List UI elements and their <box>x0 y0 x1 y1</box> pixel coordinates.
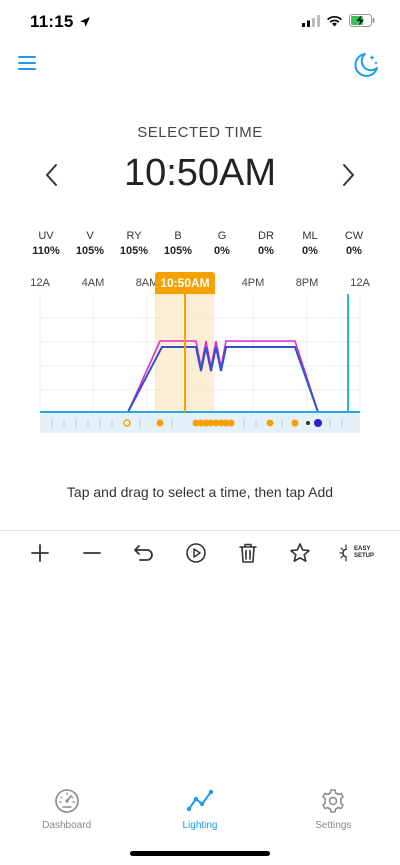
channel-ry: RY 105% <box>112 230 156 257</box>
schedule-point[interactable] <box>217 419 225 427</box>
channel-values: UV 110% V 105% RY 105% B 105% G 0% DR 0% ML 0% CW 0% <box>24 230 376 257</box>
selected-time-badge[interactable]: 10:50AM <box>155 272 215 294</box>
selected-time-label: SELECTED TIME <box>137 124 263 141</box>
channel-value: 105% <box>163 245 193 257</box>
schedule-point[interactable] <box>207 419 215 427</box>
easy-setup-button[interactable]: EASY SETUP <box>336 538 376 568</box>
schedule-point[interactable] <box>291 419 299 427</box>
tab-settings-label: Settings <box>315 820 352 831</box>
delete-button[interactable] <box>232 538 264 568</box>
channel-value: 0% <box>258 245 274 257</box>
channel-v: V 105% <box>68 230 112 257</box>
selected-time-value: 10:50AM <box>123 152 277 194</box>
channel-value: 0% <box>302 245 318 257</box>
chevron-right-icon <box>343 164 354 186</box>
channel-name: ML <box>302 230 318 242</box>
divider <box>0 530 400 531</box>
tab-lighting-label: Lighting <box>182 820 218 831</box>
hour-label: 4PM <box>241 277 265 289</box>
gear-icon <box>322 789 345 813</box>
schedule-point[interactable] <box>227 419 235 427</box>
remove-icon <box>83 552 101 554</box>
schedule-graph[interactable] <box>0 272 400 437</box>
channel-value: 0% <box>346 245 362 257</box>
schedule-point[interactable] <box>156 419 164 427</box>
bottom-tab-bar: Dashboard Lighting Settings <box>0 788 400 838</box>
instruction-hint: Tap and drag to select a time, then tap … <box>66 484 334 500</box>
tab-settings[interactable]: Settings <box>267 788 400 838</box>
cellular-signal-icon <box>302 14 320 27</box>
series-blue-line <box>127 346 319 413</box>
undo-icon <box>134 545 153 561</box>
play-button[interactable] <box>180 538 212 568</box>
battery-charging-icon <box>349 14 375 27</box>
schedule-point[interactable] <box>212 419 220 427</box>
schedule-point[interactable] <box>123 419 131 427</box>
hour-label: 8PM <box>295 277 319 289</box>
previous-time-button[interactable] <box>42 162 62 188</box>
tab-dashboard-label: Dashboard <box>42 820 92 831</box>
schedule-point[interactable] <box>306 421 310 425</box>
channel-name: V <box>86 230 94 242</box>
channel-ml: ML 0% <box>288 230 332 257</box>
location-arrow-icon <box>79 13 91 33</box>
easy-setup-label-2: SETUP <box>353 553 374 559</box>
lighting-schedule-chart[interactable]: 12A 4AM 8AM 4PM 8PM 12A <box>0 272 400 437</box>
hour-label: 12A <box>30 277 50 289</box>
easy-setup-icon <box>339 544 348 562</box>
hour-label: 12A <box>350 277 370 289</box>
add-icon <box>31 544 49 562</box>
channel-name: UV <box>38 230 54 242</box>
wifi-icon <box>327 15 342 26</box>
tab-lighting[interactable]: Lighting <box>133 788 266 838</box>
channel-uv: UV 110% <box>24 230 68 257</box>
status-icons <box>302 14 376 27</box>
channel-dr: DR 0% <box>244 230 288 257</box>
menu-icon[interactable] <box>18 56 36 70</box>
play-icon <box>186 543 206 563</box>
hour-labels: 12A 4AM 8AM 4PM 8PM 12A <box>0 277 400 293</box>
channel-cw: CW 0% <box>332 230 376 257</box>
next-time-button[interactable] <box>338 162 358 188</box>
home-indicator <box>130 851 270 856</box>
schedule-point[interactable] <box>197 419 205 427</box>
schedule-point-current[interactable] <box>314 419 322 427</box>
schedule-point[interactable] <box>266 419 274 427</box>
channel-name: RY <box>126 230 142 242</box>
channel-name: CW <box>344 230 364 242</box>
chevron-left-icon <box>46 164 57 186</box>
channel-b: B 105% <box>156 230 200 257</box>
channel-value: 0% <box>214 245 230 257</box>
status-bar: 11:15 <box>0 0 400 46</box>
gauge-icon <box>54 789 79 813</box>
series-magenta-line <box>127 340 319 413</box>
schedule-point[interactable] <box>192 419 200 427</box>
schedule-point[interactable] <box>202 419 210 427</box>
easy-setup-label-1: EASY <box>353 546 371 552</box>
hour-label: 4AM <box>81 277 105 289</box>
edit-toolbar: EASY SETUP <box>24 538 376 568</box>
channel-name: B <box>174 230 182 242</box>
undo-button[interactable] <box>128 538 160 568</box>
channel-value: 105% <box>119 245 149 257</box>
hour-label: 8AM <box>135 277 159 289</box>
chart-line-icon <box>186 789 214 812</box>
favorite-button[interactable] <box>284 538 316 568</box>
channel-value: 105% <box>75 245 105 257</box>
remove-button[interactable] <box>76 538 108 568</box>
channel-g: G 0% <box>200 230 244 257</box>
star-icon <box>290 543 310 562</box>
channel-value: 110% <box>32 245 60 257</box>
channel-name: DR <box>258 230 274 242</box>
night-mode-moon-icon[interactable] <box>352 51 380 79</box>
trash-icon <box>239 543 257 563</box>
schedule-point[interactable] <box>222 419 230 427</box>
status-time: 11:15 <box>30 12 91 33</box>
add-button[interactable] <box>24 538 56 568</box>
channel-name: G <box>217 230 227 242</box>
tab-dashboard[interactable]: Dashboard <box>0 788 133 838</box>
